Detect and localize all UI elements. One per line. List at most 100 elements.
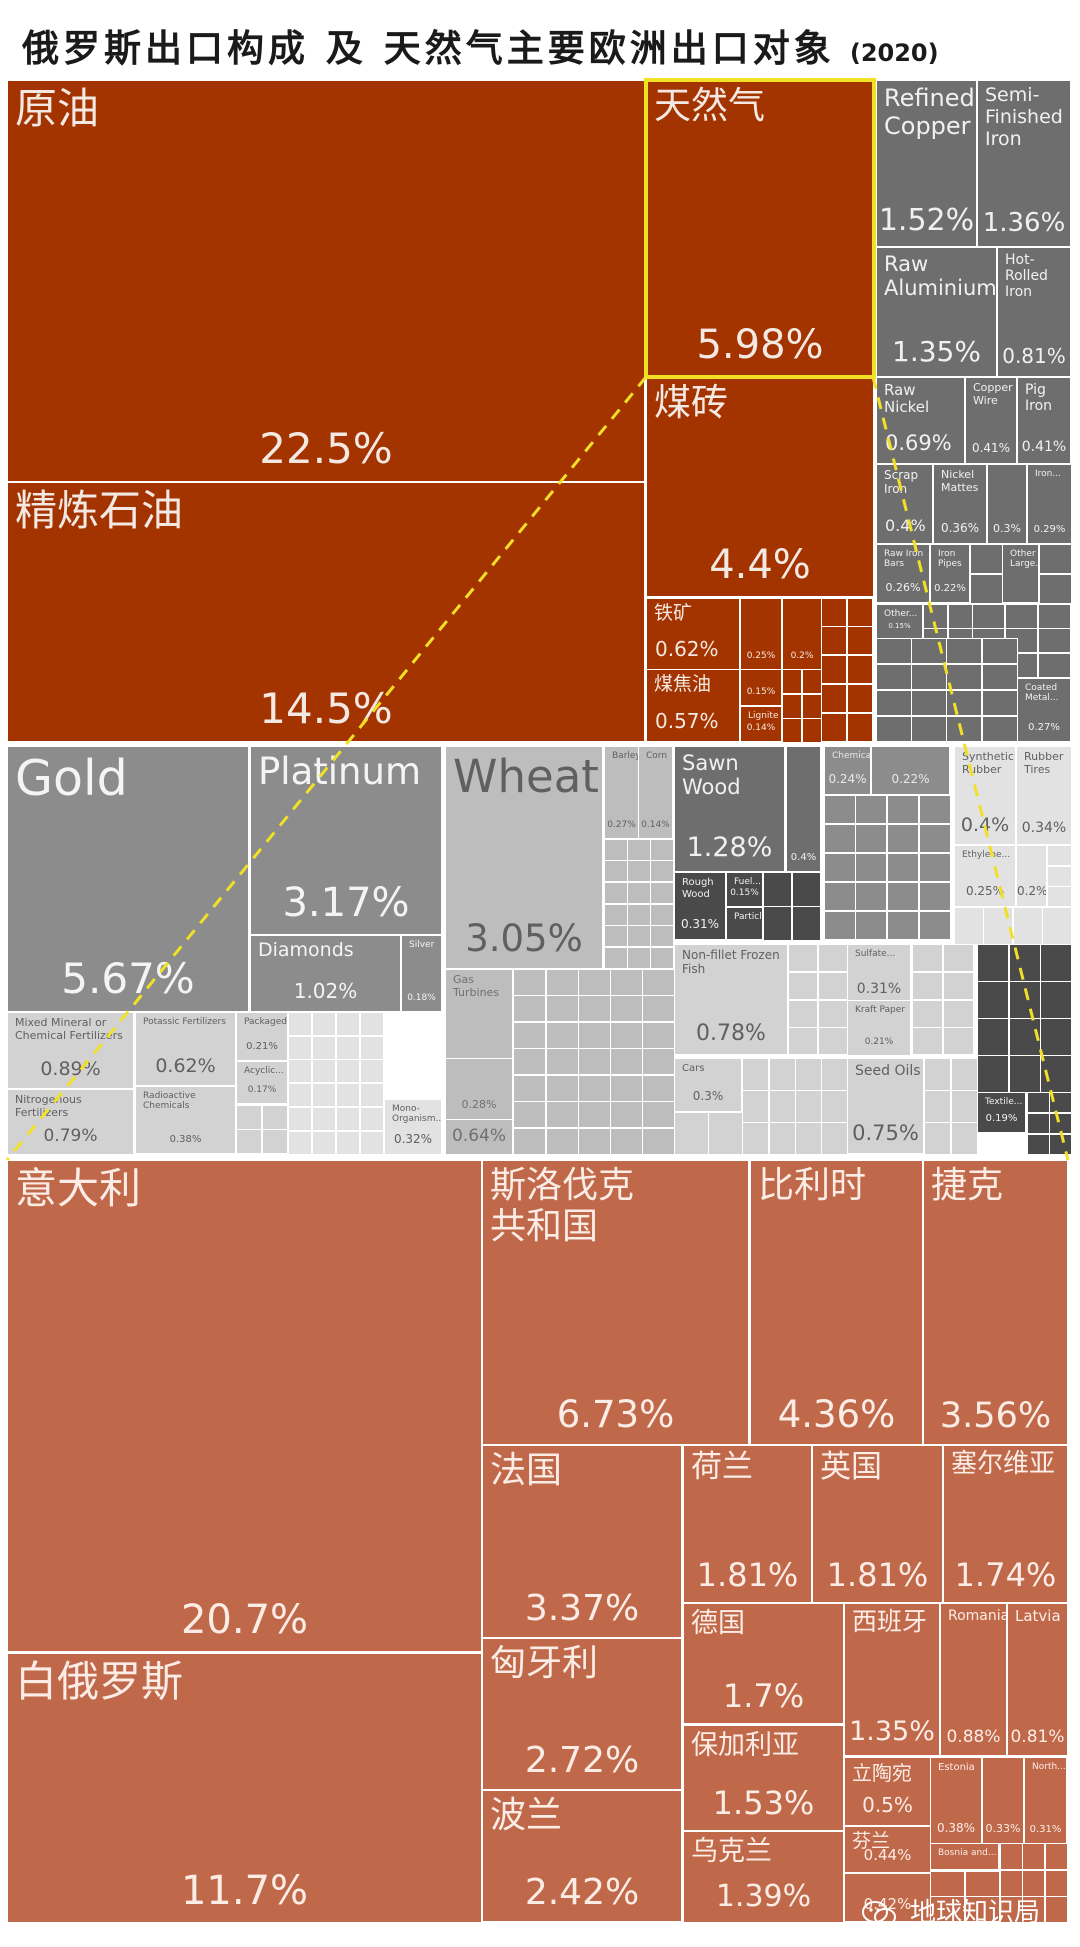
tile-value: 1.39% — [715, 1879, 812, 1914]
minor-category-tile — [855, 911, 887, 940]
tile-value: 11.7% — [180, 1868, 309, 1914]
gas-destination-tile: 塞尔维亚 1.74% — [943, 1445, 1068, 1603]
tile-value: 0.21% — [246, 1041, 278, 1052]
tile-label: Rubber Tires — [1024, 750, 1064, 776]
tile-value: 0.31% — [1029, 1824, 1062, 1835]
minor-category-tile — [847, 713, 873, 742]
gas-destination-tile: 保加利亚 1.53% — [683, 1725, 844, 1831]
export-tile: 原油 22.5% — [7, 80, 645, 482]
export-tile: Gold 5.67% — [7, 746, 249, 1012]
minor-category-tile — [919, 911, 951, 940]
minor-category-tile — [821, 1122, 848, 1155]
tile-label: 白俄罗斯 — [15, 1657, 184, 1706]
minor-category-tile — [818, 944, 848, 972]
tile-value: 0.25% — [965, 884, 1005, 898]
minor-category-tile — [336, 1012, 360, 1036]
minor-category-tile — [360, 1059, 384, 1083]
minor-category-tile — [312, 1012, 336, 1036]
export-tile: Coated Metal... 0.27% — [1017, 678, 1071, 742]
tile-label: 斯洛伐克 共和国 — [490, 1165, 635, 1248]
minor-category-tile — [802, 718, 822, 743]
minor-category-tile — [763, 872, 792, 907]
minor-category-tile — [946, 716, 982, 742]
watermark: 地球知识局 — [861, 1892, 1040, 1929]
tile-value: 0.4% — [885, 516, 926, 535]
minor-category-tile — [818, 1027, 848, 1055]
gas-destination-tile: Bosnia and... — [930, 1843, 999, 1870]
minor-category-tile — [578, 1128, 611, 1155]
minor-category-tile — [288, 1107, 312, 1131]
title-year: (2020) — [849, 39, 939, 67]
tile-label: 比利时 — [758, 1165, 867, 1206]
tile-label: Rough Wood — [682, 877, 714, 900]
export-tile: Nickel Mattes 0.36% — [933, 464, 987, 544]
minor-category-tile — [924, 1122, 951, 1155]
export-tile: 煤焦油 0.57% — [646, 669, 740, 742]
tile-value: 3.05% — [465, 917, 583, 960]
minor-category-tile — [982, 716, 1018, 742]
tile-value: 1.74% — [954, 1556, 1057, 1594]
minor-category-tile — [818, 1000, 848, 1028]
tile-value: 2.42% — [524, 1872, 640, 1913]
export-tile: Mixed Mineral or Chemical Fertilizers 0.8… — [7, 1012, 134, 1089]
minor-category-tile — [943, 1000, 974, 1028]
minor-category-tile — [642, 995, 675, 1022]
minor-category-tile — [855, 795, 887, 824]
tile-label: Diamonds — [258, 939, 354, 961]
minor-category-tile — [847, 598, 873, 627]
export-tile: 煤砖 4.4% — [646, 377, 874, 597]
minor-category-tile — [792, 872, 821, 907]
tile-value: 1.81% — [826, 1556, 929, 1594]
minor-category-tile — [288, 1131, 312, 1155]
tile-value: 1.7% — [722, 1677, 805, 1715]
tile-value: 0.4% — [790, 852, 817, 863]
minor-category-tile — [1022, 1896, 1045, 1923]
minor-category-tile — [824, 911, 856, 940]
tile-value: 0.24% — [828, 772, 867, 786]
minor-category-tile — [876, 690, 912, 716]
minor-category-tile — [513, 969, 546, 996]
minor-category-tile — [650, 925, 674, 947]
export-tile: Other... 0.15% — [876, 604, 923, 639]
tile-label: Mixed Mineral or Chemical Fertilizers — [15, 1016, 123, 1042]
tile-value: 0.62% — [655, 637, 719, 661]
minor-category-tile — [946, 638, 982, 664]
minor-category-tile — [262, 1129, 288, 1154]
minor-category-tile — [1009, 1018, 1041, 1056]
minor-category-tile — [546, 1048, 579, 1075]
minor-category-tile — [1022, 1843, 1045, 1870]
minor-category-tile — [965, 1871, 1000, 1897]
tile-value: 5.98% — [696, 322, 824, 368]
minor-category-tile — [610, 1101, 643, 1128]
minor-category-tile — [769, 1090, 796, 1123]
export-tile: Platinum 3.17% — [250, 746, 442, 935]
title-main: 俄罗斯出口构成 及 天然气主要欧洲出口对象 — [22, 27, 835, 70]
gas-destination-tile: 立陶宛 0.5% — [844, 1757, 931, 1826]
gas-destination-tile: 捷克 3.56% — [923, 1160, 1068, 1445]
tile-label: 精炼石油 — [15, 486, 184, 535]
tile-label: Sulfate... — [855, 949, 896, 959]
tile-label: Coated Metal... — [1025, 683, 1059, 704]
minor-category-tile — [948, 604, 973, 629]
minor-category-tile — [1045, 1843, 1068, 1870]
gas-destination-tile: 0.33% — [982, 1757, 1024, 1844]
tile-value: 1.53% — [712, 1784, 815, 1822]
tile-value: 0.31% — [680, 917, 720, 931]
minor-category-tile — [1049, 1092, 1072, 1113]
gas-destination-tile: 荷兰 1.81% — [683, 1445, 812, 1603]
tile-label: Fuel... — [734, 877, 762, 887]
tile-value: 0.3% — [692, 1089, 724, 1103]
minor-category-tile — [946, 664, 982, 690]
minor-category-tile — [887, 911, 919, 940]
minor-category-tile — [982, 690, 1018, 716]
tile-label: Radioactive Chemicals — [143, 1091, 196, 1112]
tile-label: Barley — [612, 751, 639, 761]
minor-category-tile — [312, 1083, 336, 1107]
export-tile: 0.2% — [782, 598, 822, 670]
tile-value: 0.33% — [985, 1822, 1021, 1835]
tile-value: 1.02% — [293, 979, 358, 1003]
gas-destination-tile: 西班牙 1.35% — [844, 1603, 940, 1756]
minor-category-tile — [288, 1083, 312, 1107]
minor-category-tile — [919, 824, 951, 853]
tile-label: Lignite — [748, 711, 779, 721]
